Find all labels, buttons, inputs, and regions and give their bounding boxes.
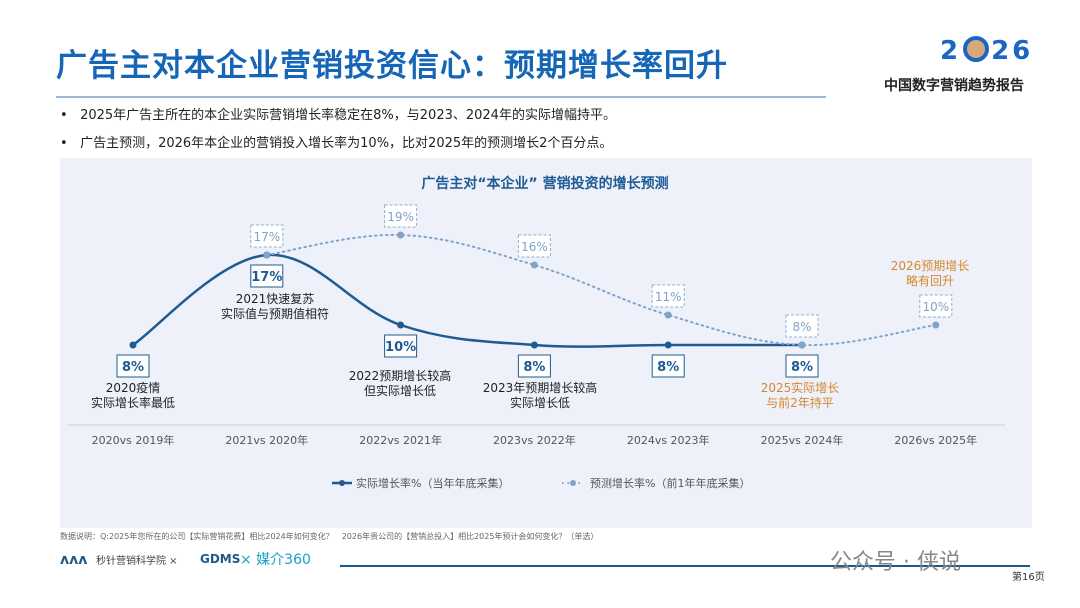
data-label: 19% (387, 210, 414, 224)
x-tick-label: 2023vs 2022年 (493, 433, 576, 447)
x-tick-label: 2025vs 2024年 (761, 433, 844, 447)
data-label-box (116, 354, 150, 378)
data-point (530, 341, 538, 349)
data-label: 8% (657, 360, 679, 375)
annotation: 2025实际增长 (761, 380, 840, 395)
footer-divider (340, 565, 1030, 567)
title-divider (56, 96, 826, 98)
data-label: 8% (523, 360, 545, 375)
data-point (129, 341, 137, 349)
watermark: 公众号 · 侠说 (830, 550, 961, 575)
brand-logo-icon: ʌʌʌ (60, 552, 88, 568)
annotation: 2026预期增长 (891, 259, 970, 273)
data-label-box (785, 354, 819, 378)
annotation: 略有回升 (906, 273, 954, 288)
annotation: 实际值与预期值相符 (221, 306, 329, 321)
data-label: 17% (251, 270, 282, 285)
x-tick-label: 2020vs 2019年 (92, 433, 175, 447)
bullet-1: • 2025年广告主所在的本企业实际营销增长率稳定在8%，与2023、2024年… (60, 108, 616, 123)
annotation: 2022预期增长较高 (349, 368, 452, 383)
legend-marker-actual (339, 480, 345, 486)
data-label-box (384, 204, 418, 228)
data-label: 10% (385, 340, 416, 355)
data-label-box (250, 224, 284, 248)
data-point (664, 341, 672, 349)
data-label-box (919, 294, 953, 318)
data-label: 11% (655, 290, 682, 304)
data-label: 8% (792, 320, 811, 334)
data-label-box (651, 284, 685, 308)
data-point (397, 231, 405, 239)
data-note: 数据说明：Q:2025年您所在的公司【实际营销花费】相比2024年如何变化？ 2… (60, 532, 599, 541)
brand-2: GDMS (200, 552, 241, 566)
page-title: 广告主对本企业营销投资信心：预期增长率回升 (56, 48, 728, 84)
x-tick-label: 2024vs 2023年 (627, 433, 710, 447)
x-tick-label: 2021vs 2020年 (225, 433, 308, 447)
legend-label-actual: 实际增长率%（当年年底采集） (356, 476, 509, 490)
data-point (530, 261, 538, 269)
chart-title: 广告主对“本企业” 营销投资的增长预测 (421, 175, 668, 192)
data-point (263, 251, 271, 259)
data-label-box (384, 334, 418, 358)
chart-panel (60, 158, 1032, 528)
logo-circle-icon (963, 36, 990, 62)
report-logo: 2 26 (940, 36, 1034, 66)
legend-marker-forecast (570, 480, 576, 486)
data-label: 8% (122, 360, 144, 375)
data-point (798, 341, 806, 349)
data-label-box (651, 354, 685, 378)
data-label-box (517, 234, 551, 258)
annotation: 2020疫情 (106, 380, 161, 395)
data-point (664, 311, 672, 319)
data-point (932, 321, 940, 329)
series-line-1 (265, 233, 937, 347)
data-label: 8% (791, 360, 813, 375)
annotation: 实际增长低 (510, 395, 570, 410)
annotation: 2021快速复苏 (236, 292, 315, 306)
brand-1: 秒针营销科学院 × (96, 556, 178, 567)
annotation: 但实际增长低 (364, 383, 436, 398)
series-line-0 (131, 253, 804, 348)
data-label-box (250, 264, 284, 288)
brand-3: × 媒介360 (240, 552, 311, 568)
data-label: 10% (922, 300, 949, 314)
data-label: 17% (253, 230, 280, 244)
page-number: 第16页 (1012, 572, 1045, 583)
x-tick-label: 2022vs 2021年 (359, 433, 442, 447)
annotation: 实际增长率最低 (91, 395, 175, 410)
bullet-2: • 广告主预测，2026年本企业的营销投入增长率为10%，比对2025年的预测增… (60, 136, 613, 151)
annotation: 2023年预期增长较高 (483, 380, 598, 395)
x-tick-label: 2026vs 2025年 (894, 433, 977, 447)
annotation: 与前2年持平 (766, 395, 834, 410)
data-point (397, 321, 405, 329)
data-label-box (785, 314, 819, 338)
legend-label-forecast: 预测增长率%（前1年年底采集） (590, 476, 750, 490)
data-label: 16% (521, 240, 548, 254)
report-subtitle: 中国数字营销趋势报告 (884, 78, 1024, 94)
data-label-box (517, 354, 551, 378)
